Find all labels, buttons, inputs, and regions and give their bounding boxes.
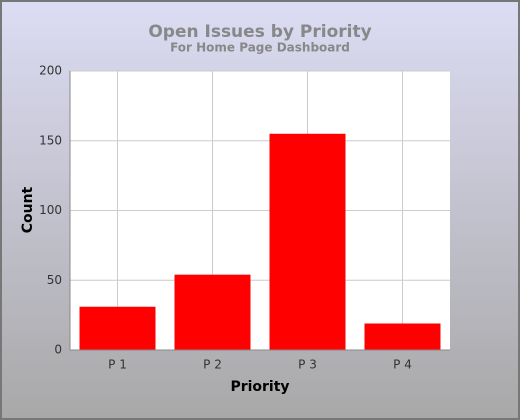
y-tick-label: 150 (39, 133, 62, 147)
y-tick-label: 200 (39, 64, 62, 78)
chart-subtitle: For Home Page Dashboard (170, 41, 350, 55)
chart-title: Open Issues by Priority (148, 22, 371, 42)
x-tick-label: P 4 (393, 358, 412, 372)
y-tick-label: 50 (47, 273, 62, 287)
x-axis-label: Priority (230, 379, 289, 395)
y-tick-label: 0 (54, 343, 62, 357)
bar (269, 133, 346, 350)
y-axis-label: Count (20, 186, 36, 233)
bar (174, 274, 251, 350)
bar (79, 306, 156, 350)
x-tick-label: P 2 (203, 358, 222, 372)
bar (364, 323, 441, 350)
y-tick-label: 100 (39, 203, 62, 217)
x-tick-label: P 3 (298, 358, 317, 372)
x-tick-label: P 1 (108, 358, 127, 372)
